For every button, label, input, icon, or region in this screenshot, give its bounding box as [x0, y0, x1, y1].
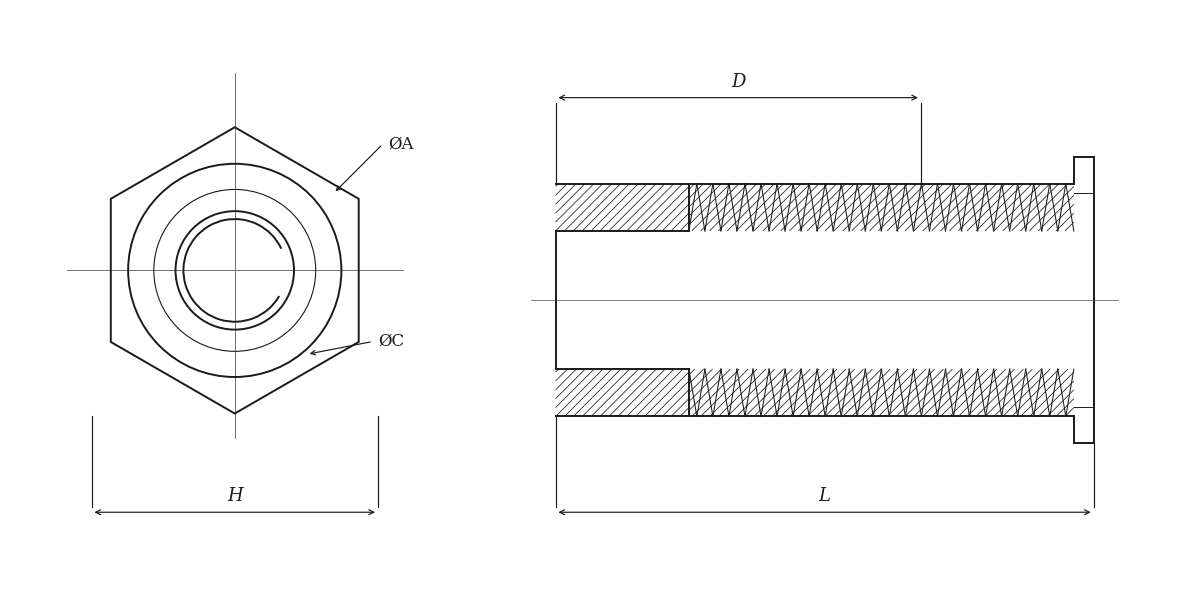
Text: D: D [731, 73, 745, 91]
Text: ØA: ØA [388, 136, 413, 152]
Text: ØC: ØC [378, 333, 404, 350]
Text: H: H [227, 487, 242, 505]
Text: L: L [818, 487, 830, 505]
